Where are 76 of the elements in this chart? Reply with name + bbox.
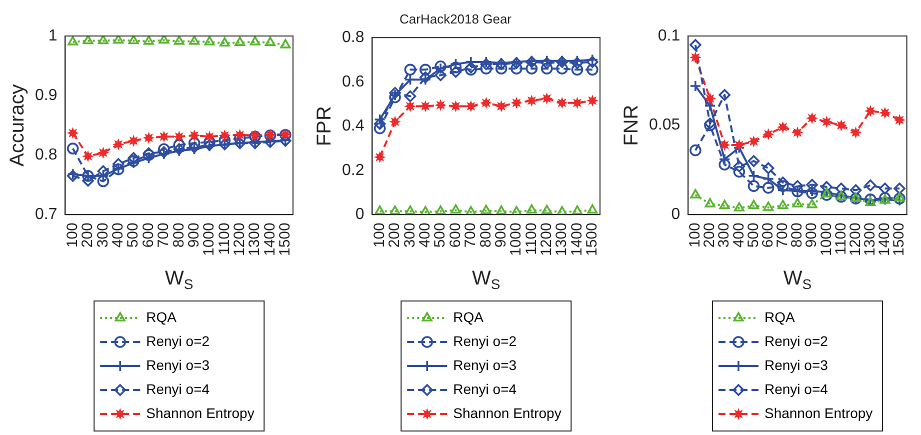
y-axis-title: FNR [620, 104, 643, 146]
x-tick-label: 800 [788, 222, 806, 248]
x-tick-label: 800 [170, 222, 188, 248]
x-tick-label: 900 [492, 222, 510, 248]
legend-label: RQA [453, 308, 484, 325]
legend-label: Shannon Entropy [146, 404, 254, 421]
x-tick-label: 200 [701, 222, 718, 248]
x-tick-label: 1500 [890, 222, 908, 256]
x-tick-label: 1400 [261, 222, 278, 256]
x-tick-label: 1500 [276, 222, 294, 256]
x-tick-label: 1500 [584, 222, 601, 256]
y-tick-label: 0.8 [342, 29, 364, 46]
legend-label: Shannon Entropy [764, 404, 873, 421]
legend-label: Renyi o=2 [453, 332, 517, 349]
y-tick-label: 0.8 [34, 146, 58, 164]
legend-label: Renyi o=2 [146, 332, 210, 349]
legend-label: Renyi o=3 [453, 356, 517, 373]
x-tick-label: 1400 [568, 222, 586, 256]
x-tick-label: 1400 [876, 222, 894, 256]
legend-label: Renyi o=2 [764, 332, 828, 349]
x-tick-label: 1000 [200, 222, 218, 256]
legend-label: Renyi o=3 [764, 356, 828, 373]
x-tick-label: 1200 [230, 222, 248, 256]
x-tick-label: 500 [432, 222, 449, 248]
x-tick-label: 100 [64, 222, 81, 248]
x-tick-label: 1200 [846, 222, 864, 256]
x-tick-label: 200 [79, 222, 96, 248]
x-tick-label: 1200 [538, 222, 555, 256]
y-tick-label: 0.4 [342, 118, 364, 135]
x-tick-label: 1000 [818, 222, 835, 256]
y-axis-title: FPR [314, 106, 336, 146]
y-tick-label: 0.05 [649, 116, 680, 134]
legend-label: RQA [146, 308, 178, 325]
x-tick-label: 1300 [553, 222, 570, 256]
y-tick-label: 0.1 [658, 27, 680, 44]
y-tick-label: 0.9 [34, 86, 58, 104]
y-tick-label: 1 [48, 27, 58, 44]
y-tick-label: 0.6 [342, 73, 364, 90]
x-tick-label: 1000 [508, 222, 525, 256]
x-tick-label: 700 [774, 222, 792, 248]
x-tick-label: 600 [446, 222, 464, 248]
y-tick-label: 0.2 [342, 162, 364, 179]
y-axis-title: Accuracy [6, 84, 29, 166]
x-tick-label: 400 [416, 222, 434, 248]
legend-label: Renyi o=4 [146, 380, 210, 397]
x-tick-label: 1100 [522, 222, 540, 255]
x-tick-label: 100 [370, 222, 388, 248]
x-tick-label: 800 [477, 222, 494, 248]
legend-label: RQA [764, 308, 796, 325]
y-tick-label: 0.7 [34, 206, 58, 224]
x-tick-label: 300 [94, 222, 112, 248]
x-tick-label: 1300 [862, 222, 879, 256]
x-tick-label: 900 [185, 222, 202, 248]
legend-label: Renyi o=4 [453, 380, 517, 397]
x-tick-label: 300 [401, 222, 418, 248]
y-tick-label: 0 [355, 206, 364, 224]
x-tick-label: 300 [716, 222, 733, 248]
legend-label: Renyi o=4 [764, 380, 828, 397]
x-tick-label: 500 [124, 222, 142, 248]
y-tick-label: 0 [671, 206, 680, 224]
x-tick-label: 700 [155, 222, 172, 248]
legend-label: Renyi o=3 [146, 356, 210, 373]
x-tick-label: 1100 [832, 222, 850, 255]
chart-title: CarHack2018 Gear [400, 11, 512, 26]
x-tick-label: 400 [730, 222, 748, 248]
x-tick-label: 700 [462, 222, 480, 248]
x-tick-label: 500 [744, 222, 762, 248]
x-tick-label: 600 [140, 222, 157, 248]
x-tick-label: 1300 [246, 222, 264, 256]
x-tick-label: 1100 [216, 222, 233, 255]
x-tick-label: 400 [110, 222, 127, 248]
legend-label: Shannon Entropy [453, 404, 562, 421]
x-tick-label: 600 [759, 222, 776, 248]
x-tick-label: 900 [803, 222, 820, 248]
x-tick-label: 200 [386, 222, 404, 248]
x-tick-label: 100 [686, 222, 704, 248]
